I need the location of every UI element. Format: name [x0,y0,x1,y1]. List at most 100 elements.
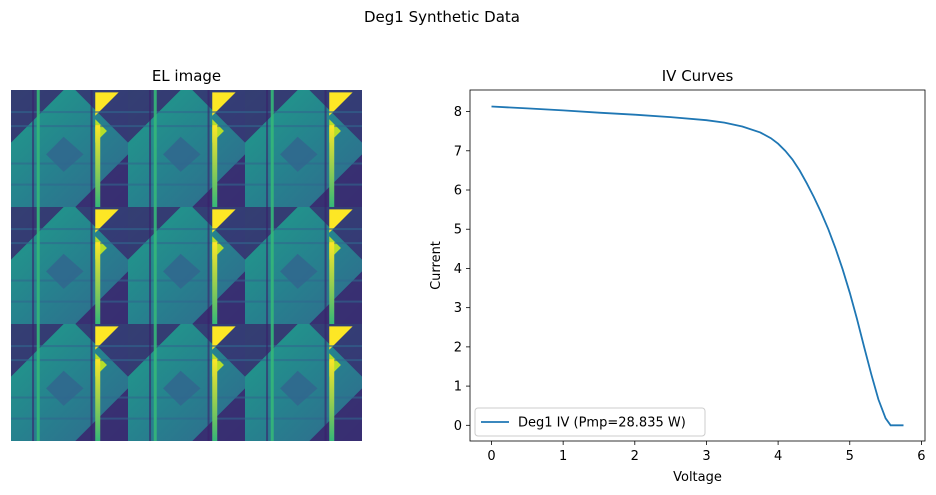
el-cell-busbar [36,90,40,207]
el-cell-busbar [212,125,218,207]
el-cell-wedge [192,154,245,207]
el-cell-finger [128,359,245,362]
y-tick-label: 6 [454,184,462,199]
el-cell-busbar [270,207,274,324]
el-cell-finger [245,359,362,362]
el-cell [128,324,245,441]
el-cell [245,207,362,324]
x-tick-label: 5 [846,449,854,464]
y-tick-label: 4 [454,262,462,277]
iv-chart-title: IV Curves [661,67,734,85]
el-cell-hotspot [329,92,353,116]
el-cell-finger [11,417,128,420]
y-axis-label: Current [429,241,444,290]
el-cell-finger [245,345,362,348]
el-cell-busbar-edge [149,324,152,441]
figure-title: Deg1 Synthetic Data [363,8,520,26]
el-cell-busbar-edge [32,207,35,324]
el-cell-finger [128,300,245,303]
el-image-panel [11,90,362,441]
el-cell [128,90,245,207]
el-cell-busbar [329,125,335,207]
el-cell-finger [11,125,128,128]
x-tick-label: 6 [917,449,925,464]
x-tick-label: 3 [702,449,710,464]
el-cell-busbar [153,90,157,207]
el-cell [128,207,245,324]
series-line [491,105,904,427]
el-cell [11,324,128,441]
el-cell-busbar-edge [32,90,35,207]
el-cell-finger [128,345,245,348]
el-cell-busbar [212,359,218,441]
el-cell [245,90,362,207]
el-cell-finger [11,396,128,399]
el-cell-busbar-edge [149,207,152,324]
el-cell-finger [128,111,245,114]
el-cell-finger [245,228,362,231]
el-cell [11,90,128,207]
el-cell-hotspot [212,92,236,116]
x-tick-label: 0 [487,449,495,464]
el-cell [245,324,362,441]
el-cell-finger [128,242,245,245]
el-cell-busbar [329,242,335,324]
x-axis-label: Voltage [673,470,722,485]
el-cell-busbar-edge [207,207,210,324]
el-cell-busbar-edge [266,90,269,207]
el-cell-busbar [36,324,40,441]
el-cell-finger [11,228,128,231]
x-tick-label: 4 [774,449,782,464]
el-cell-finger [128,396,245,399]
el-cell-busbar [36,207,40,324]
el-image-heatmap [11,90,362,441]
el-cell-finger [11,300,128,303]
el-cell-finger [11,279,128,282]
el-cell-finger [128,417,245,420]
el-cell-finger [245,125,362,128]
y-tick-label: 7 [454,144,462,159]
el-cell-busbar-edge [324,207,327,324]
el-cell-hotspot [212,326,236,350]
el-cell-finger [128,279,245,282]
legend: Deg1 IV (Pmp=28.835 W) [474,407,706,437]
y-tick-label: 0 [454,419,462,434]
el-cell-busbar-edge [32,324,35,441]
el-cell-finger [128,228,245,231]
y-tick-label: 1 [454,380,462,395]
el-cell [11,207,128,324]
x-tick-label: 2 [631,449,639,464]
el-cell-busbar [329,359,335,441]
y-tick-label: 2 [454,340,462,355]
el-cell-finger [245,162,362,165]
el-cell-busbar-edge [90,207,93,324]
plot-frame [469,89,926,442]
x-tick-label: 1 [559,449,567,464]
el-cell-hotspot [329,326,353,350]
el-cell-busbar [153,207,157,324]
el-cell-finger [11,183,128,186]
el-cell-busbar [270,90,274,207]
el-cell-busbar [153,324,157,441]
el-cell-hotspot [329,209,353,233]
el-cell-wedge [192,90,245,143]
el-cell-finger [11,359,128,362]
el-cell-busbar [270,324,274,441]
el-cell-busbar-edge [90,90,93,207]
el-cell-finger [245,396,362,399]
el-cell-busbar [95,359,101,441]
el-cell-finger [245,242,362,245]
el-cell-finger [11,162,128,165]
el-cell-finger [11,111,128,114]
el-cell-busbar [95,242,101,324]
legend-label: Deg1 IV (Pmp=28.835 W) [518,416,686,431]
el-cell-finger [128,125,245,128]
el-cell-finger [245,300,362,303]
el-cell-finger [11,345,128,348]
y-tick-label: 5 [454,223,462,238]
legend-box [474,407,706,437]
el-cell-finger [245,111,362,114]
el-cell-finger [11,242,128,245]
el-cell-busbar-edge [90,324,93,441]
y-tick-label: 3 [454,301,462,316]
